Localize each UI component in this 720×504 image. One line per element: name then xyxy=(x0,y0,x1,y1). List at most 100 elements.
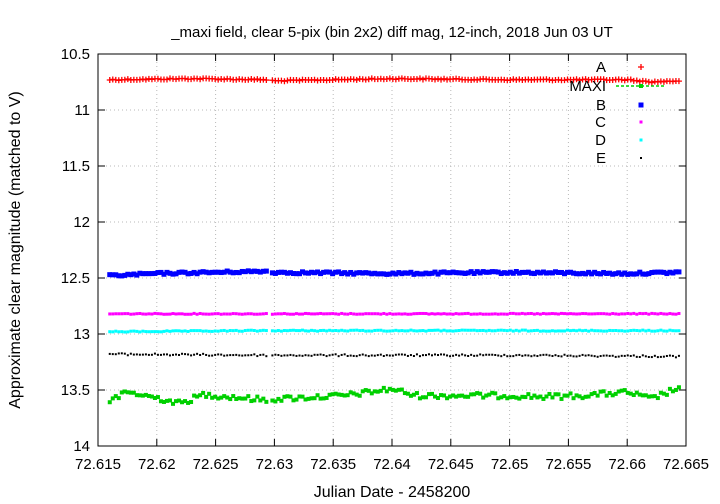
data-point xyxy=(653,354,656,357)
data-point xyxy=(198,393,203,398)
data-point xyxy=(596,355,599,358)
data-point xyxy=(496,396,501,401)
data-point xyxy=(186,312,190,316)
data-point xyxy=(619,388,624,393)
data-point xyxy=(243,329,247,333)
data-point xyxy=(495,269,501,275)
data-point xyxy=(620,329,624,333)
data-point xyxy=(319,329,323,333)
data-point xyxy=(351,391,356,396)
data-point xyxy=(351,271,357,277)
data-point xyxy=(526,329,530,333)
data-point xyxy=(294,329,298,333)
data-point xyxy=(376,354,379,357)
data-point xyxy=(128,390,133,395)
data-point xyxy=(181,352,184,355)
data-point xyxy=(390,270,396,276)
data-point xyxy=(511,311,515,315)
data-point xyxy=(649,270,655,276)
data-point xyxy=(307,329,311,333)
data-point xyxy=(521,354,524,357)
data-point xyxy=(276,312,280,316)
data-point xyxy=(563,312,567,316)
data-point xyxy=(487,328,491,332)
data-point xyxy=(279,329,283,333)
data-point xyxy=(120,352,123,355)
data-point xyxy=(517,329,521,333)
data-point xyxy=(507,269,513,275)
data-point xyxy=(470,353,473,356)
data-point xyxy=(206,270,212,276)
data-point xyxy=(355,312,359,316)
data-point xyxy=(418,329,422,333)
data-point xyxy=(541,311,545,315)
data-point xyxy=(412,355,415,358)
data-point xyxy=(175,353,178,356)
data-point xyxy=(116,396,121,401)
data-point xyxy=(478,312,482,316)
data-point xyxy=(619,271,625,277)
data-point xyxy=(469,312,473,316)
data-point xyxy=(572,355,575,358)
data-point xyxy=(240,312,244,316)
data-point xyxy=(253,353,256,356)
data-point xyxy=(158,399,163,404)
data-point xyxy=(306,270,312,276)
data-point xyxy=(343,353,346,356)
y-tick-label: 11.5 xyxy=(62,158,90,175)
data-point xyxy=(388,354,391,357)
x-tick-label: 72.65 xyxy=(491,456,529,473)
data-point xyxy=(345,271,351,277)
data-point xyxy=(113,272,119,278)
data-point xyxy=(147,330,151,334)
data-point xyxy=(503,353,506,356)
data-point xyxy=(129,312,133,316)
data-point xyxy=(498,271,504,277)
data-point xyxy=(293,76,300,83)
data-point xyxy=(131,271,137,277)
data-point xyxy=(331,353,334,356)
data-point xyxy=(400,353,403,356)
data-point xyxy=(120,312,124,316)
data-point xyxy=(635,312,639,316)
data-point xyxy=(229,354,232,357)
data-point xyxy=(583,394,588,399)
data-point xyxy=(575,329,579,333)
data-point xyxy=(243,312,247,316)
data-point xyxy=(523,312,527,316)
data-point xyxy=(285,394,290,399)
data-point xyxy=(580,270,586,276)
data-point xyxy=(547,312,551,316)
data-point xyxy=(186,400,191,405)
data-point xyxy=(620,354,623,357)
data-point xyxy=(636,78,643,85)
data-point xyxy=(545,353,548,356)
data-point xyxy=(313,329,317,333)
series-e xyxy=(108,352,680,359)
data-point xyxy=(513,269,519,275)
data-point xyxy=(601,389,606,394)
data-point xyxy=(348,390,353,395)
data-point xyxy=(642,78,649,85)
series-b xyxy=(107,268,682,279)
data-point xyxy=(529,395,534,400)
data-point xyxy=(150,330,154,334)
data-point xyxy=(307,354,310,357)
data-point xyxy=(309,269,315,275)
data-point xyxy=(123,312,127,316)
data-point xyxy=(505,312,509,316)
plot-data xyxy=(106,75,682,406)
data-point xyxy=(629,354,632,357)
data-point xyxy=(506,355,509,358)
data-point xyxy=(193,353,196,356)
data-point xyxy=(544,394,549,399)
data-point xyxy=(142,76,149,83)
data-point xyxy=(605,312,609,316)
data-point xyxy=(174,399,179,404)
data-point xyxy=(134,393,139,398)
data-point xyxy=(614,329,618,333)
data-point xyxy=(631,393,636,398)
data-point xyxy=(459,270,465,276)
data-point xyxy=(391,354,394,357)
data-point xyxy=(581,353,584,356)
